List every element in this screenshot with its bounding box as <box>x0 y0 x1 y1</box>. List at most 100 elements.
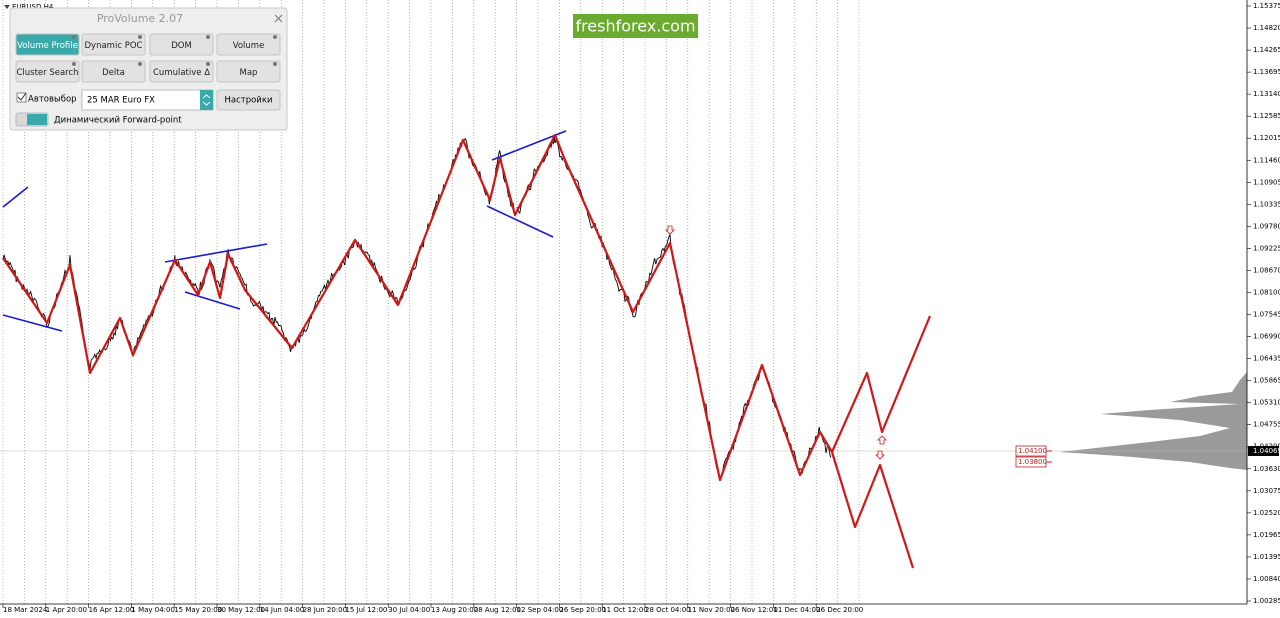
level-label: 1.04100 <box>1018 447 1047 455</box>
price-label: 1.02520 <box>1253 509 1280 517</box>
close-button[interactable] <box>274 14 283 23</box>
price-label: 1.12015 <box>1253 134 1280 142</box>
checkbox[interactable] <box>16 92 27 103</box>
price-label: 1.14820 <box>1253 24 1280 32</box>
button-bg <box>81 60 146 83</box>
provolume-panel: ProVolume 2.07 Volume Profile Dynamic POC… <box>9 7 288 131</box>
button-label: Delta <box>102 68 125 78</box>
price-label: 1.13695 <box>1253 68 1280 76</box>
time-label: 28 Oct 04:00 <box>645 606 691 614</box>
button-label: Cluster Search <box>16 68 78 78</box>
panel-button[interactable]: Cumulative Δ <box>149 60 214 83</box>
button-gear <box>206 62 210 66</box>
price-axis-bg <box>1247 0 1280 618</box>
price-label: 1.11460 <box>1253 156 1280 164</box>
time-label: 26 Nov 12:00 <box>731 606 778 614</box>
time-label: 15 Jul 12:00 <box>345 606 387 614</box>
checkmark <box>17 92 27 101</box>
price-label: 1.00840 <box>1253 575 1280 583</box>
time-label: 13 Aug 20:00 <box>431 606 478 614</box>
current-price-bg <box>1248 446 1279 456</box>
time-label: 11 Oct 12:00 <box>602 606 648 614</box>
panel-button[interactable]: Volume <box>216 33 281 56</box>
instrument: 25 MAR Euro FX <box>87 96 155 106</box>
price-label: 1.03630 <box>1253 465 1280 473</box>
toggle-knob <box>27 114 47 125</box>
select-arrow-icon <box>202 94 211 106</box>
current-price: 1.04069 <box>1253 447 1280 455</box>
price-label: 1.10335 <box>1253 200 1280 208</box>
button-gear <box>138 35 142 39</box>
time-label: 30 May 12:00 <box>217 606 265 614</box>
button-label: Dynamic POC <box>85 41 143 51</box>
time-label: 12 Sep 04:00 <box>517 606 564 614</box>
panel-button[interactable]: Volume Profile <box>15 33 80 56</box>
zigzag <box>2 133 932 569</box>
button-bg <box>149 33 214 56</box>
auto-select-label: Автовыбор <box>28 95 77 105</box>
symbol-icon <box>4 5 10 9</box>
time-label: 14 Jun 04:00 <box>260 606 304 614</box>
settings-button[interactable] <box>216 89 281 111</box>
panel-button[interactable]: Dynamic POC <box>81 33 146 56</box>
time-label: 26 Sep 20:00 <box>559 606 606 614</box>
price-label: 1.10905 <box>1253 178 1280 186</box>
panel-button[interactable]: Cluster Search <box>15 60 80 83</box>
time-label: 11 Dec 04:00 <box>773 606 820 614</box>
button-bg <box>15 60 80 83</box>
price-label: 1.08100 <box>1253 288 1280 296</box>
time-label: 28 Aug 12:00 <box>474 606 521 614</box>
settings-label: Настройки <box>224 96 272 106</box>
logo: freshforex.com <box>575 17 695 36</box>
price-label: 1.13140 <box>1253 90 1280 98</box>
panel-button[interactable]: DOM <box>149 33 214 56</box>
time-label: 11 Nov 20:00 <box>688 606 735 614</box>
time-label: 26 Dec 20:00 <box>816 606 863 614</box>
button-label: Cumulative Δ <box>153 68 210 78</box>
button-gear <box>273 35 277 39</box>
time-label: 18 Mar 2024 <box>3 606 48 614</box>
price-label: 1.07545 <box>1253 311 1280 319</box>
panel-button[interactable]: Map <box>216 60 281 83</box>
price-label: 1.09225 <box>1253 244 1280 252</box>
logo-bg <box>573 14 698 38</box>
price-label: 1.00285 <box>1253 597 1280 605</box>
button-bg <box>216 33 281 56</box>
levels: 1.04100 1.03800 <box>1015 445 1052 468</box>
price-label: 1.06435 <box>1253 355 1280 363</box>
price-label: 1.09780 <box>1253 222 1280 230</box>
price-label: 1.05865 <box>1253 377 1280 385</box>
button-bg <box>216 60 281 83</box>
price-label: 1.12585 <box>1253 112 1280 120</box>
button-gear <box>138 62 142 66</box>
button-label: Map <box>240 68 258 78</box>
time-label: 1 Apr 20:00 <box>46 606 87 614</box>
button-gear <box>72 62 76 66</box>
button-label: Volume Profile <box>17 41 78 51</box>
time-label: 15 May 20:00 <box>174 606 222 614</box>
time-label: 30 Jul 04:00 <box>388 606 430 614</box>
panel-title: ProVolume 2.07 <box>97 12 183 25</box>
price-label: 1.04755 <box>1253 421 1280 429</box>
symbol: EURUSD,H4 <box>12 3 54 11</box>
button-gear <box>72 35 76 39</box>
price-label: 1.05310 <box>1253 399 1280 407</box>
forward-point-label: Динамический Forward-point <box>54 116 182 126</box>
button-gear <box>206 35 210 39</box>
select-arrow[interactable] <box>200 90 213 110</box>
price-label: 1.14265 <box>1253 46 1280 54</box>
price-label: 1.03075 <box>1253 487 1280 495</box>
time-label: 1 May 04:00 <box>131 606 175 614</box>
button-bg <box>81 33 146 56</box>
button-label: Volume <box>233 41 265 51</box>
price-label: 1.01965 <box>1253 531 1280 539</box>
price-label: 1.06990 <box>1253 333 1280 341</box>
panel-button[interactable]: Delta <box>81 60 146 83</box>
trend-lines <box>2 130 567 332</box>
button-label: DOM <box>171 41 192 51</box>
time-label: 28 Jun 20:00 <box>303 606 347 614</box>
